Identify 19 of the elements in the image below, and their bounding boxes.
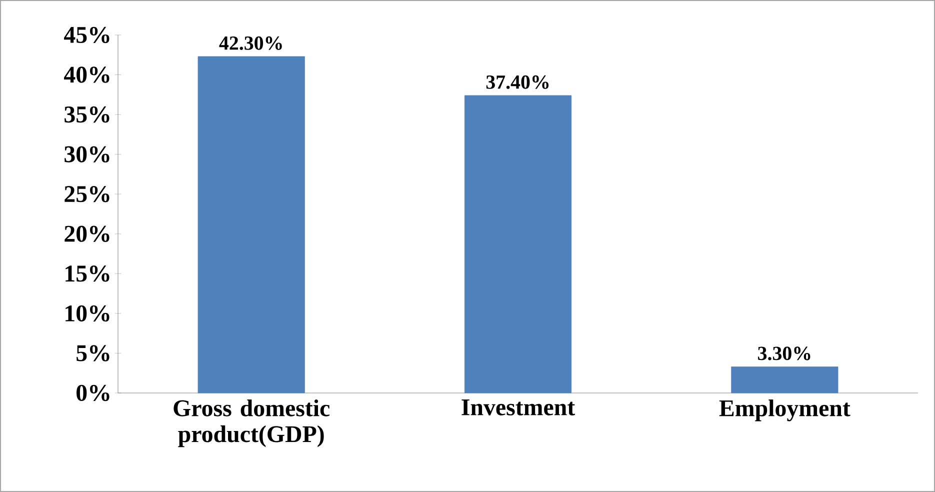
y-tick-label: 20% [64,226,110,242]
bar [731,366,838,394]
y-tick-label: 45% [64,26,110,44]
x-tick-label: Gross domestic product(GDP) [174,400,330,448]
y-tick-label: 5% [76,345,110,362]
data-label: 37.40% [486,75,549,89]
data-label: 42.30% [219,36,282,50]
bar [198,56,305,394]
y-tick-label: 0% [76,384,110,402]
data-label: 3.30% [758,346,810,360]
x-tick-label: Employment [719,400,850,422]
x-tick-label: Investment [462,400,576,416]
y-tick-label: 10% [66,305,110,322]
y-tick-label: 25% [64,186,110,202]
y-tick-label: 35% [64,106,110,123]
y-tick-label: 15% [66,266,110,282]
y-tick-label: 40% [64,66,110,83]
bar [464,95,572,394]
y-tick-label: 30% [64,146,110,162]
